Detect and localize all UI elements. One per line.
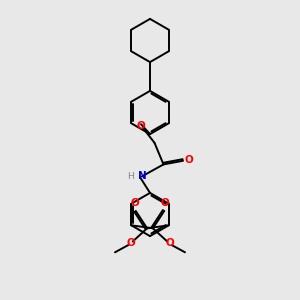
- Text: N: N: [138, 171, 147, 182]
- Text: H: H: [127, 172, 134, 181]
- Text: O: O: [126, 238, 135, 248]
- Text: O: O: [131, 198, 140, 208]
- Text: O: O: [136, 121, 146, 131]
- Text: O: O: [185, 155, 194, 165]
- Text: O: O: [165, 238, 174, 248]
- Text: O: O: [160, 198, 169, 208]
